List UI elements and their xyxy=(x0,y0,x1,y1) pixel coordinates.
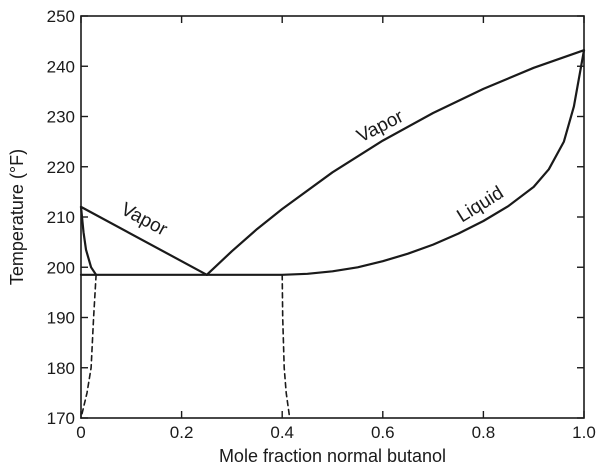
x-tick-label: 0.6 xyxy=(371,423,395,442)
y-tick-label: 210 xyxy=(47,208,75,227)
x-tick-label: 0.2 xyxy=(170,423,194,442)
dashed-solubility-curve xyxy=(80,273,97,419)
y-axis: 170 180 190 200 210 220 230 240 250 xyxy=(47,7,584,428)
y-tick-label: 230 xyxy=(47,108,75,127)
phase-curve xyxy=(79,205,98,276)
x-tick-label: 0 xyxy=(76,423,85,442)
phase-curve xyxy=(205,49,586,276)
y-tick-label: 170 xyxy=(47,409,75,428)
y-axis-title: Temperature (°F) xyxy=(7,149,27,285)
x-tick-label: 0.4 xyxy=(270,423,294,442)
phase-curve xyxy=(79,205,208,276)
x-tick-label: 0.8 xyxy=(472,423,496,442)
y-tick-label: 240 xyxy=(47,57,75,76)
x-axis: 0 0.2 0.4 0.6 0.8 1.0 xyxy=(76,16,596,442)
dashed-solubility-curve xyxy=(281,273,291,419)
x-axis-title: Mole fraction normal butanol xyxy=(219,446,446,466)
curves-group xyxy=(79,49,586,419)
region-label: Vapor xyxy=(117,199,171,241)
x-tick-label: 1.0 xyxy=(572,423,596,442)
y-tick-label: 250 xyxy=(47,7,75,26)
y-tick-label: 200 xyxy=(47,258,75,277)
y-tick-label: 180 xyxy=(47,359,75,378)
y-tick-label: 190 xyxy=(47,309,75,328)
y-tick-label: 220 xyxy=(47,158,75,177)
phase-curve xyxy=(79,49,586,276)
region-label: Liquid xyxy=(453,182,507,227)
